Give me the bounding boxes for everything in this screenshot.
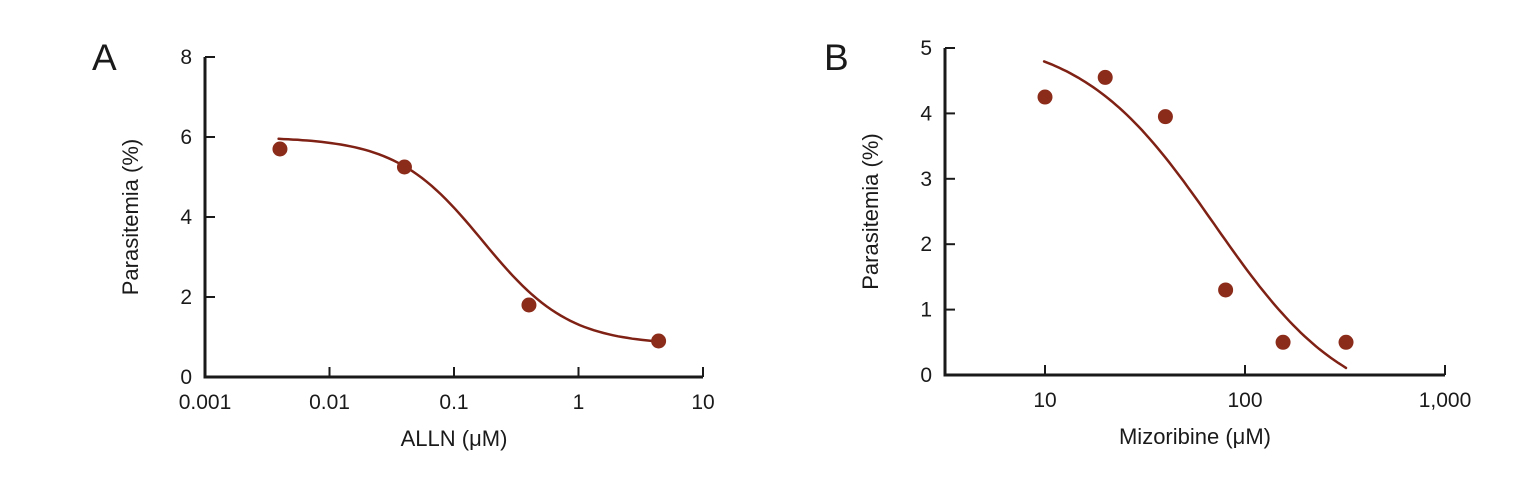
x-tick-label: 0.1: [439, 391, 468, 414]
y-tick-label: 2: [180, 286, 192, 309]
data-point: [396, 159, 412, 175]
chart-panel-A: A 0 2 4 6 8 0.001 0.01 0.1 1 10 ALLN (μM) Parasitemi…: [92, 37, 715, 451]
x-tick-label: 0.01: [309, 391, 350, 414]
x-tick-label: 10: [1033, 389, 1056, 412]
data-point: [1218, 282, 1234, 298]
y-tick-label: 4: [920, 102, 932, 125]
y-tick-label: 0: [920, 364, 932, 387]
panel-letter: A: [92, 37, 117, 78]
data-point: [1338, 334, 1354, 350]
data-point: [1157, 109, 1173, 125]
data-point: [1097, 69, 1113, 85]
chart-panel-B: B 0 1 2 3 4 5 10 100 1,000 Mizoribine (μM) Parasite…: [824, 37, 1471, 449]
y-tick-label: 5: [920, 37, 932, 60]
fit-curve: [277, 137, 663, 343]
x-tick-label: 100: [1227, 389, 1262, 412]
y-tick-label: 6: [180, 126, 192, 149]
x-tick-label: 1: [573, 391, 585, 414]
data-point: [1037, 89, 1053, 105]
y-axis-title: Parasitemia (%): [858, 133, 883, 289]
x-tick-label: 10: [691, 391, 714, 414]
axes: [943, 48, 1445, 377]
x-axis-title: Mizoribine (μM): [1119, 424, 1271, 449]
y-axis-title: Parasitemia (%): [118, 139, 143, 295]
data-point: [1275, 334, 1291, 350]
panel-letter: B: [824, 37, 849, 78]
x-axis-title: ALLN (μM): [401, 426, 508, 451]
data-point: [272, 141, 288, 157]
y-tick-label: 0: [180, 366, 192, 389]
axes: [203, 57, 703, 379]
y-tick-label: 1: [920, 299, 932, 322]
y-tick-label: 8: [180, 46, 192, 69]
y-tick-label: 4: [180, 206, 192, 229]
data-point: [521, 297, 537, 313]
fit-curve: [1042, 60, 1348, 370]
y-tick-label: 3: [920, 168, 932, 191]
x-tick-label: 0.001: [179, 391, 232, 414]
data-point: [651, 333, 667, 349]
y-tick-label: 2: [920, 233, 932, 256]
x-tick-label: 1,000: [1419, 389, 1472, 412]
